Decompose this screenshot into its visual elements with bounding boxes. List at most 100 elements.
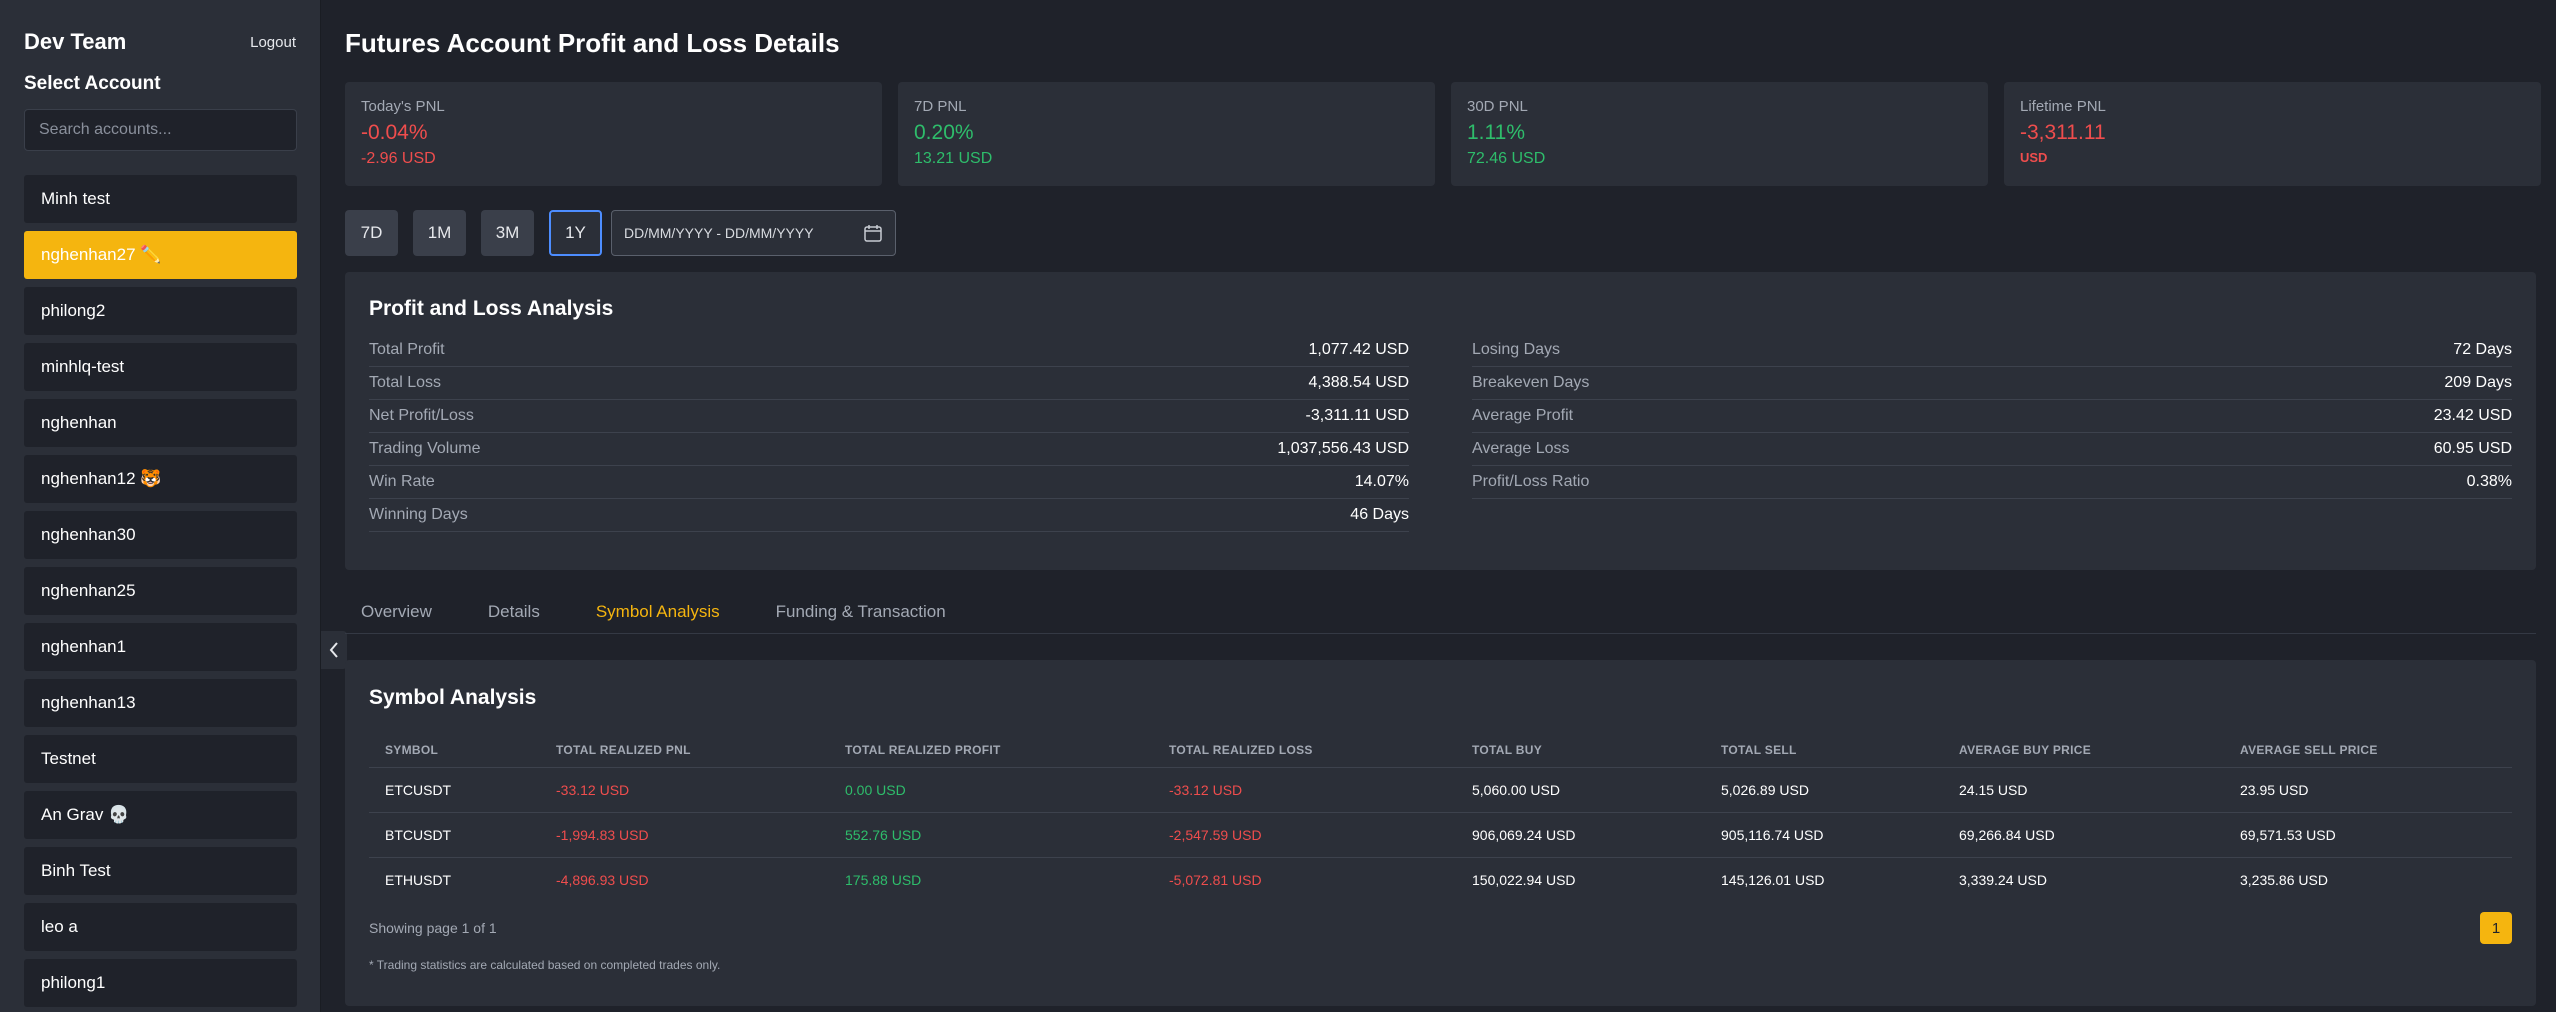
header-total-realized-pnl: TOTAL REALIZED PNL <box>556 742 691 757</box>
account-item[interactable]: An Grav 💀 <box>24 791 297 839</box>
cell-avg-buy: 3,339.24 USD <box>1943 856 2224 902</box>
stat-label: Win Rate <box>369 473 435 490</box>
account-item[interactable]: Binh Test <box>24 847 297 895</box>
calendar-icon <box>864 225 882 242</box>
table-row: ETHUSDT -4,896.93 USD 175.88 USD -5,072.81 … <box>369 856 2512 902</box>
range-7d-button[interactable]: 7D <box>345 210 398 256</box>
account-item[interactable]: nghenhan30 <box>24 511 297 559</box>
symbol-table: SYMBOL TOTAL REALIZED PNL TOTAL REALIZED… <box>369 733 2512 902</box>
table-row: ETCUSDT -33.12 USD 0.00 USD -33.12 USD 5,060… <box>369 766 2512 812</box>
tab-details[interactable]: Details <box>487 601 540 621</box>
header-average-sell-price: AVERAGE SELL PRICE <box>2240 742 2378 757</box>
stat-row: Breakeven Days 209 Days <box>1472 367 2512 400</box>
range-1y-button[interactable]: 1Y <box>549 210 602 256</box>
card-label: Lifetime PNL <box>2020 98 2106 115</box>
account-item[interactable]: nghenhan <box>24 399 297 447</box>
account-item[interactable]: nghenhan13 <box>24 679 297 727</box>
account-item[interactable]: Testnet <box>24 735 297 783</box>
account-search-input[interactable] <box>24 109 297 151</box>
cell-loss: -5,072.81 USD <box>1153 856 1456 902</box>
stat-row: Net Profit/Loss -3,311.11 USD <box>369 400 1409 433</box>
tab-overview[interactable]: Overview <box>361 601 432 621</box>
cell-symbol: ETCUSDT <box>369 766 540 812</box>
range-selector: 7D 1M 3M 1Y DD/MM/YYYY - DD/MM/YYYY <box>345 210 896 256</box>
cell-avg-sell: 69,571.53 USD <box>2224 811 2512 857</box>
stat-label: Winning Days <box>369 506 468 523</box>
account-item[interactable]: nghenhan25 <box>24 567 297 615</box>
cell-buy: 150,022.94 USD <box>1456 856 1705 902</box>
account-list: Minh test nghenhan27 ✏️ philong2 minhlq-tes… <box>24 175 297 1007</box>
stat-row: Losing Days 72 Days <box>1472 334 2512 367</box>
card-usd: 13.21 USD <box>914 150 993 167</box>
symbol-analysis-panel: Symbol Analysis SYMBOL TOTAL REALIZED PN… <box>345 660 2536 1006</box>
account-item[interactable]: nghenhan12 🐯 <box>24 455 297 503</box>
page-1-button[interactable]: 1 <box>2480 912 2512 944</box>
cell-sell: 905,116.74 USD <box>1705 811 1943 857</box>
stats-left-column: Total Profit 1,077.42 USD Total Loss 4,388.… <box>369 334 1409 532</box>
range-3m-button[interactable]: 3M <box>481 210 534 256</box>
account-item[interactable]: Minh test <box>24 175 297 223</box>
cell-symbol: ETHUSDT <box>369 856 540 902</box>
stat-label: Average Loss <box>1472 440 1570 457</box>
card-percent: 1.11% <box>1467 121 1525 144</box>
stat-value: 23.42 USD <box>2433 407 2512 424</box>
cell-pnl: -33.12 USD <box>540 766 829 812</box>
account-item[interactable]: philong1 <box>24 959 297 1007</box>
stat-value: 209 Days <box>2444 374 2512 391</box>
sidebar-header: Dev Team Logout <box>24 28 296 56</box>
card-unit: USD <box>2020 150 2048 165</box>
stat-value: 1,037,556.43 USD <box>1277 440 1409 457</box>
collapse-sidebar-button[interactable] <box>321 631 347 669</box>
stat-row: Total Loss 4,388.54 USD <box>369 367 1409 400</box>
cell-loss: -2,547.59 USD <box>1153 811 1456 857</box>
cell-buy: 5,060.00 USD <box>1456 766 1705 812</box>
date-range-picker[interactable]: DD/MM/YYYY - DD/MM/YYYY <box>611 210 896 256</box>
stat-value: -3,311.11 USD <box>1305 407 1409 424</box>
card-percent: -0.04% <box>361 121 428 144</box>
card-value: -3,311.11 <box>2020 121 2106 144</box>
cell-avg-sell: 23.95 USD <box>2224 766 2512 812</box>
account-item[interactable]: leo a <box>24 903 297 951</box>
stat-label: Profit/Loss Ratio <box>1472 473 1590 490</box>
stat-label: Trading Volume <box>369 440 481 457</box>
table-row: BTCUSDT -1,994.83 USD 552.76 USD -2,547.59 … <box>369 811 2512 857</box>
account-item[interactable]: nghenhan27 ✏️ <box>24 231 297 279</box>
stat-row: Trading Volume 1,037,556.43 USD <box>369 433 1409 466</box>
cell-symbol: BTCUSDT <box>369 811 540 857</box>
stat-row: Profit/Loss Ratio 0.38% <box>1472 466 2512 499</box>
tab-symbol-analysis[interactable]: Symbol Analysis <box>595 601 720 621</box>
header-total-sell: TOTAL SELL <box>1721 742 1797 757</box>
account-item[interactable]: minhlq-test <box>24 343 297 391</box>
pnl-analysis-title: Profit and Loss Analysis <box>369 297 614 320</box>
stat-label: Total Profit <box>369 341 445 358</box>
date-range-placeholder: DD/MM/YYYY - DD/MM/YYYY <box>624 225 814 241</box>
account-item[interactable]: nghenhan1 <box>24 623 297 671</box>
cell-avg-buy: 24.15 USD <box>1943 766 2224 812</box>
range-1m-button[interactable]: 1M <box>413 210 466 256</box>
footnote: * Trading statistics are calculated base… <box>369 958 721 972</box>
cell-profit: 175.88 USD <box>829 856 1153 902</box>
table-footer: Showing page 1 of 1 1 <box>369 912 2512 944</box>
stat-value: 1,077.42 USD <box>1308 341 1409 358</box>
card-label: Today's PNL <box>361 98 445 115</box>
stat-value: 14.07% <box>1354 473 1409 490</box>
card-usd: 72.46 USD <box>1467 150 1546 167</box>
cell-buy: 906,069.24 USD <box>1456 811 1705 857</box>
select-account-heading: Select Account <box>24 73 161 94</box>
logout-button[interactable]: Logout <box>250 33 296 51</box>
pnl-analysis-panel: Profit and Loss Analysis Total Profit 1,0… <box>345 272 2536 570</box>
card-label: 30D PNL <box>1467 98 1528 115</box>
symbol-table-body: ETCUSDT -33.12 USD 0.00 USD -33.12 USD 5,060… <box>369 766 2512 902</box>
header-average-buy-price: AVERAGE BUY PRICE <box>1959 742 2092 757</box>
cell-profit: 0.00 USD <box>829 766 1153 812</box>
lifetime-pnl-card: Lifetime PNL -3,311.11 USD <box>2004 82 2541 186</box>
table-header-row: SYMBOL TOTAL REALIZED PNL TOTAL REALIZED… <box>369 733 2512 767</box>
tab-funding-transaction[interactable]: Funding & Transaction <box>775 601 946 621</box>
team-name: Dev Team <box>24 29 127 54</box>
chevron-left-icon <box>329 642 338 658</box>
account-item[interactable]: philong2 <box>24 287 297 335</box>
today-pnl-card: Today's PNL -0.04% -2.96 USD <box>345 82 882 186</box>
stat-label: Average Profit <box>1472 407 1574 424</box>
cell-profit: 552.76 USD <box>829 811 1153 857</box>
stat-value: 4,388.54 USD <box>1308 374 1409 391</box>
